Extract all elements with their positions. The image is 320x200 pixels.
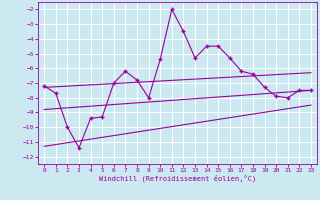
- X-axis label: Windchill (Refroidissement éolien,°C): Windchill (Refroidissement éolien,°C): [99, 175, 256, 182]
